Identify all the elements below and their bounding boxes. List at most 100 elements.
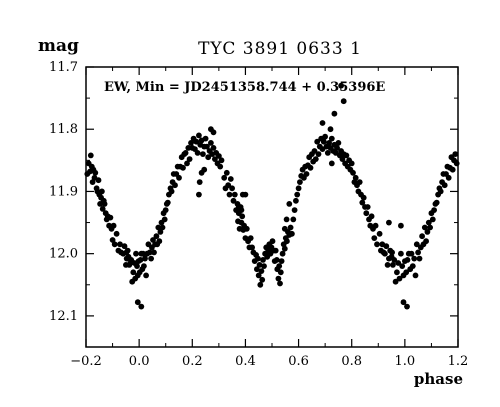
y-tick-label: 11.7 <box>49 60 78 75</box>
data-point <box>328 135 335 142</box>
data-point <box>424 229 431 235</box>
data-point <box>148 255 155 262</box>
x-axis-label: phase <box>414 370 463 388</box>
data-point <box>196 191 202 198</box>
data-point <box>404 303 410 310</box>
data-point <box>278 258 285 264</box>
data-point <box>398 250 404 257</box>
data-point <box>180 164 186 171</box>
y-tick-label: 12.1 <box>49 309 78 324</box>
data-point <box>311 148 318 154</box>
data-point <box>196 132 202 139</box>
data-point <box>415 249 421 256</box>
data-point <box>416 255 423 262</box>
data-point <box>396 275 403 282</box>
data-point <box>437 188 444 195</box>
data-point <box>176 174 182 181</box>
data-point <box>286 201 293 207</box>
data-point <box>403 269 410 276</box>
x-tick-label: 1.0 <box>395 354 416 369</box>
data-point <box>117 241 123 248</box>
data-point <box>291 207 298 214</box>
data-point <box>363 210 370 217</box>
data-point <box>216 153 222 159</box>
data-point <box>188 140 194 146</box>
data-point <box>399 263 406 269</box>
data-point <box>283 216 290 223</box>
data-point <box>162 207 169 214</box>
x-tick-label: −0.2 <box>70 354 102 369</box>
data-point <box>261 263 267 269</box>
data-point <box>99 206 106 212</box>
data-point <box>348 160 355 167</box>
data-point <box>107 214 114 221</box>
data-point <box>335 140 342 146</box>
data-point <box>383 243 390 250</box>
data-point <box>239 213 246 220</box>
data-point <box>272 247 279 254</box>
data-point <box>101 201 108 207</box>
data-point <box>133 250 139 257</box>
data-point <box>140 250 147 257</box>
data-point <box>260 257 266 263</box>
data-point <box>277 269 284 276</box>
data-point <box>322 133 328 140</box>
x-tick-label: 0.8 <box>341 354 362 369</box>
data-point <box>326 140 332 146</box>
data-point <box>284 238 290 245</box>
data-point <box>395 260 402 266</box>
data-point <box>229 185 236 192</box>
data-point <box>389 249 395 256</box>
data-point <box>320 138 327 145</box>
data-point <box>315 151 322 158</box>
data-point <box>338 82 344 89</box>
data-point <box>334 145 340 151</box>
data-point <box>200 151 206 158</box>
data-point <box>425 219 432 226</box>
data-point <box>231 191 238 198</box>
x-axis: −0.2 0.0 0.2 0.4 0.6 0.8 1.0 1.2 <box>70 67 468 369</box>
x-tick-label: 0.0 <box>129 354 150 369</box>
data-point <box>113 230 120 237</box>
data-point <box>153 233 160 240</box>
data-point <box>398 222 404 229</box>
chart-title: TYC 3891 0633 1 <box>198 39 362 59</box>
data-point <box>259 276 266 283</box>
data-point <box>364 204 371 210</box>
data-point <box>223 169 230 176</box>
data-point <box>143 272 150 279</box>
data-points <box>84 82 460 310</box>
data-point <box>249 244 256 251</box>
data-point <box>99 188 105 195</box>
data-point <box>360 194 367 201</box>
data-point <box>394 269 400 276</box>
ephemeris-annotation: EW, Min = JD2451358.744 + 0.35396E <box>104 80 385 95</box>
data-point <box>92 169 99 176</box>
data-point <box>307 164 314 171</box>
data-point <box>156 238 163 245</box>
x-tick-label: 1.2 <box>448 354 469 369</box>
data-point <box>269 238 276 245</box>
data-point <box>137 257 144 263</box>
data-point <box>226 191 233 198</box>
x-tick-label: 0.6 <box>288 354 309 369</box>
data-point <box>390 262 396 268</box>
data-point <box>159 224 166 231</box>
data-point <box>453 160 460 167</box>
data-point <box>371 235 378 242</box>
data-point <box>185 145 192 151</box>
data-point <box>238 207 245 214</box>
data-point <box>350 169 356 176</box>
data-point <box>289 230 295 237</box>
data-point <box>277 280 283 287</box>
data-point <box>429 216 436 223</box>
data-point <box>275 275 282 282</box>
data-point <box>295 185 302 192</box>
data-point <box>433 199 440 206</box>
data-point <box>186 156 193 163</box>
data-point <box>87 152 94 159</box>
data-point <box>281 245 288 252</box>
data-point <box>258 268 265 274</box>
